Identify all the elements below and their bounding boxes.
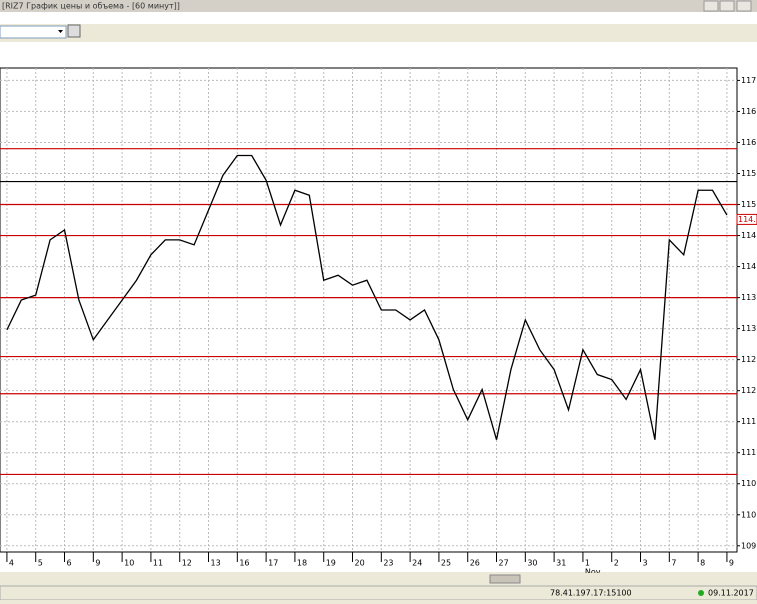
status-bar — [0, 585, 757, 601]
maximize-button[interactable] — [719, 0, 735, 12]
x-tick-label: 20 — [355, 559, 365, 568]
x-tick-label: 31 — [556, 559, 566, 568]
status-indicator — [698, 590, 704, 596]
x-tick-label: 5 — [38, 559, 43, 568]
status-address: 78.41.197.17:15100 — [550, 589, 632, 598]
window-title: [RIZ7 График цены и объема - [60 минут]] — [2, 2, 180, 11]
y-tick-label: 113.000 — [741, 324, 757, 333]
x-tick-label: 23 — [383, 559, 393, 568]
toolbar-button[interactable] — [67, 24, 81, 38]
y-tick-label: 112.000 — [741, 386, 757, 395]
y-tick-label: 114.500 — [741, 231, 757, 240]
close-button[interactable] — [736, 0, 752, 12]
y-tick-label: 116.500 — [741, 107, 757, 116]
scroll-thumb[interactable] — [489, 574, 521, 584]
y-tick-label: 115.000 — [741, 200, 757, 209]
x-tick-label: 9 — [729, 559, 734, 568]
minimize-button[interactable] — [703, 0, 719, 12]
x-tick-label: 2 — [614, 559, 619, 568]
price-line — [6, 154, 728, 440]
plot-frame — [0, 67, 738, 553]
x-tick-label: 19 — [326, 559, 336, 568]
y-tick-label: 113.500 — [741, 293, 757, 302]
x-tick-label: 12 — [182, 559, 192, 568]
y-tick-label: 110.500 — [741, 479, 757, 488]
y-tick-label: 109.500 — [741, 541, 757, 550]
y-tick-label: 114.000 — [741, 262, 757, 271]
y-tick-label: 112.500 — [741, 355, 757, 364]
x-tick-label: 25 — [441, 559, 451, 568]
x-tick-label: 1 — [585, 559, 590, 568]
y-tick-label: 110.000 — [741, 510, 757, 519]
x-tick-label: 7 — [671, 559, 676, 568]
scrollbar[interactable] — [0, 573, 757, 585]
dropdown-arrow — [58, 30, 63, 33]
x-tick-label: 18 — [297, 559, 307, 568]
title-bar — [0, 0, 757, 12]
y-tick-label: 115.500 — [741, 169, 757, 178]
toolbar — [0, 24, 757, 40]
y-tick-label: 111.500 — [741, 417, 757, 426]
last-value-box — [736, 213, 757, 225]
x-tick-label: 9 — [95, 559, 100, 568]
x-tick-label: 3 — [643, 559, 648, 568]
y-tick-label: 111.000 — [741, 448, 757, 457]
y-tick-label: 117.000 — [741, 76, 757, 85]
x-tick-label: 11 — [153, 559, 163, 568]
dropdown[interactable] — [0, 25, 67, 39]
y-tick-label: 116.000 — [741, 138, 757, 147]
x-tick-label: 16 — [239, 559, 249, 568]
x-tick-label: 13 — [211, 559, 221, 568]
x-tick-label: 6 — [67, 559, 72, 568]
month-label: Nov — [585, 568, 601, 577]
x-tick-label: 27 — [499, 559, 509, 568]
status-date: 09.11.2017 — [708, 589, 754, 598]
chart-area — [0, 42, 757, 572]
x-tick-label: 24 — [412, 559, 422, 568]
x-tick-label: 17 — [268, 559, 278, 568]
x-tick-label: 8 — [700, 559, 705, 568]
x-tick-label: 26 — [470, 559, 480, 568]
x-tick-label: 4 — [9, 559, 14, 568]
menu-strip — [0, 12, 757, 24]
last-value-label: 114.76 — [738, 215, 757, 224]
x-tick-label: 10 — [124, 559, 134, 568]
x-tick-label: 30 — [527, 559, 537, 568]
